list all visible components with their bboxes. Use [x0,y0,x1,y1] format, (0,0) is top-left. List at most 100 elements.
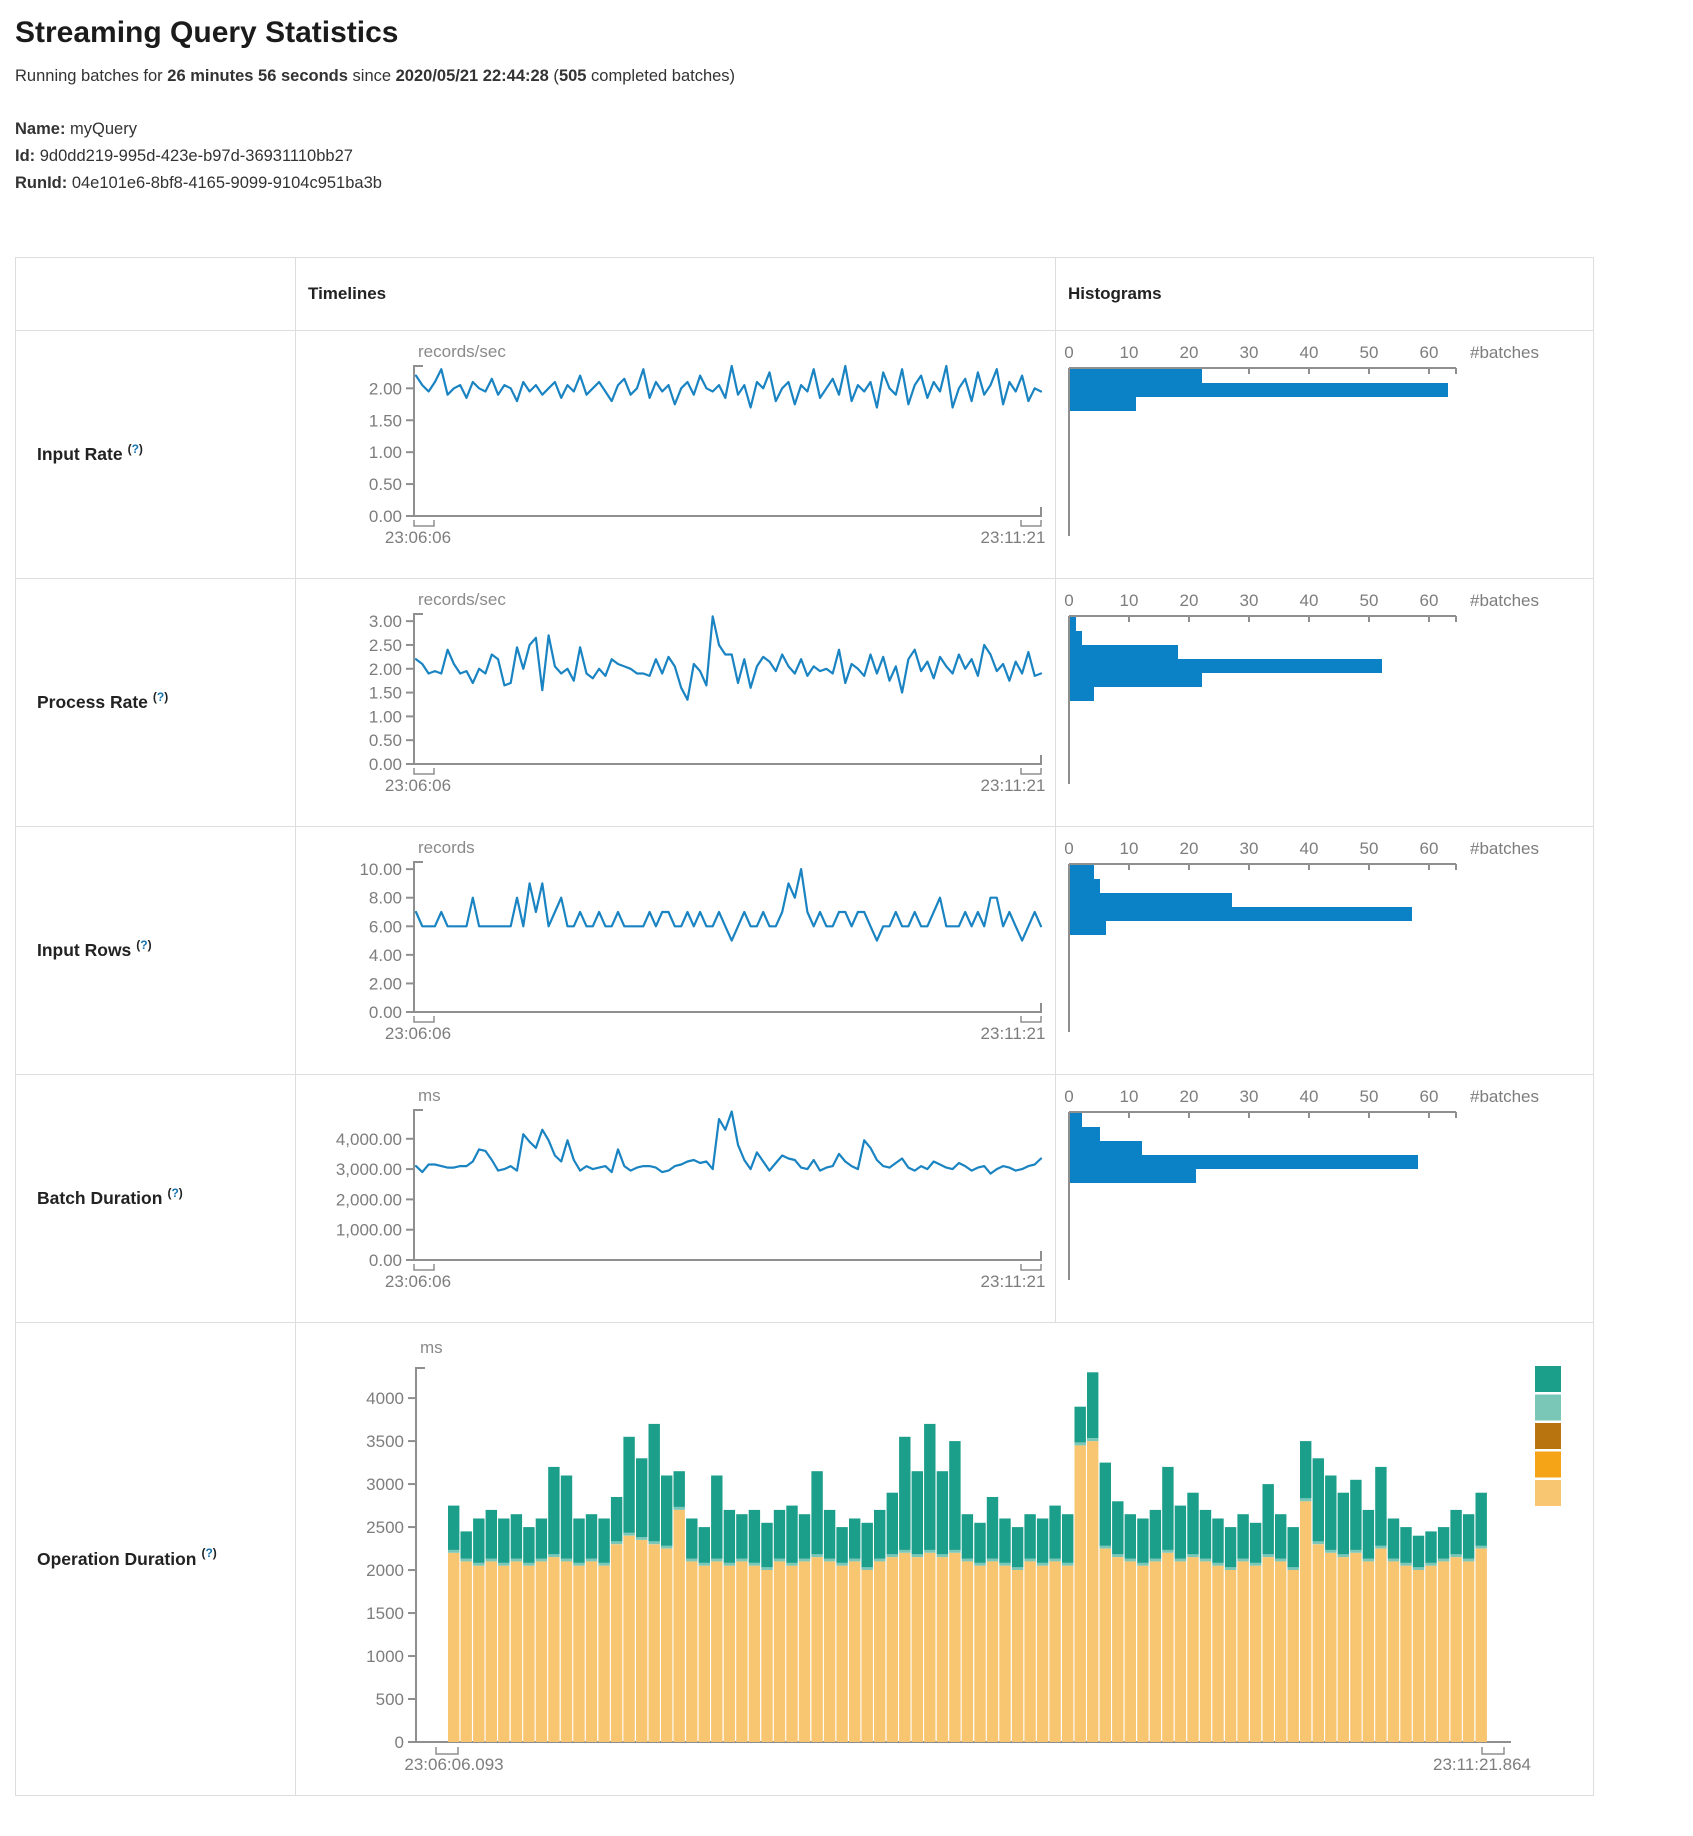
input-rate-timeline-cell: records/sec 0.00 0.50 1.00 1.50 2.00 23:06:06 2… [296,330,1056,578]
svg-text:23:06:06: 23:06:06 [385,1024,451,1043]
paren: ) [212,1546,217,1560]
svg-text:40: 40 [1300,1087,1319,1106]
row-label-input-rate: Input Rate (?) [16,330,296,578]
svg-text:2.00: 2.00 [369,379,402,398]
header-histograms: Histograms [1068,284,1162,303]
svg-text:0: 0 [1064,343,1073,362]
paren: ) [138,441,143,456]
id-value: 9d0dd219-995d-423e-b97d-36931110bb27 [35,147,353,165]
paren: ( [152,689,157,704]
input-rate-histogram-chart: 0 10 20 30 40 50 60 #batches [1064,343,1539,536]
svg-text:60: 60 [1420,839,1439,858]
svg-text:0: 0 [395,1733,404,1752]
svg-text:#batches: #batches [1470,1087,1539,1106]
row-label-input-rows: Input Rows (?) [16,826,296,1074]
svg-text:0.00: 0.00 [369,507,402,526]
legend-swatch-3 [1535,1451,1561,1478]
row-label-operation-duration: Operation Duration (?) [16,1322,296,1795]
svg-text:50: 50 [1360,839,1379,858]
svg-text:60: 60 [1420,1087,1439,1106]
svg-text:2.50: 2.50 [369,636,402,655]
svg-text:10: 10 [1120,839,1139,858]
svg-text:records: records [418,838,475,857]
svg-text:0.50: 0.50 [369,731,402,750]
process-rate-timeline-chart: records/sec 0.00 0.50 1.00 1.50 2.00 2.50 3.00 2… [369,590,1046,795]
process-rate-timeline-cell: records/sec 0.00 0.50 1.00 1.50 2.00 2.50 3.00 2… [296,578,1056,826]
paren: ) [164,689,169,704]
svg-text:20: 20 [1180,343,1199,362]
run-duration: 26 minutes 56 seconds [167,67,348,85]
query-name-line: Name: myQuery [15,116,1693,143]
runid-value: 04e101e6-8bf8-4165-9099-9104c951ba3b [67,174,382,192]
batch-duration-help-icon[interactable]: (?) [167,1186,182,1200]
row-label-process-rate: Process Rate (?) [16,578,296,826]
svg-text:60: 60 [1420,343,1439,362]
svg-text:2,000.00: 2,000.00 [336,1190,402,1209]
svg-text:0: 0 [1064,1087,1073,1106]
run-summary-mid: since [347,67,396,85]
name-value: myQuery [65,120,137,138]
svg-text:50: 50 [1360,591,1379,610]
svg-text:1,000.00: 1,000.00 [336,1221,402,1240]
legend-swatch-0 [1535,1366,1561,1392]
svg-text:23:11:21: 23:11:21 [981,528,1046,547]
input-rows-timeline-cell: records 0.00 2.00 4.00 6.00 8.00 10.00 23:06:06… [296,826,1056,1074]
header-empty-cell [16,258,296,330]
svg-text:3,000.00: 3,000.00 [336,1160,402,1179]
svg-text:23:11:21: 23:11:21 [981,1024,1046,1043]
svg-text:3.00: 3.00 [369,612,402,631]
batch-duration-histogram-cell: 0 10 20 30 40 50 60 #batches [1056,1074,1593,1322]
question-mark-icon: ? [131,441,139,456]
svg-text:#batches: #batches [1470,343,1539,362]
svg-text:2500: 2500 [366,1518,404,1537]
row-label-batch-duration: Batch Duration (?) [16,1074,296,1322]
svg-text:ms: ms [418,1086,441,1105]
svg-text:2.00: 2.00 [369,974,402,993]
legend-swatch-1 [1535,1394,1561,1421]
svg-text:23:06:06: 23:06:06 [385,528,451,547]
svg-text:10.00: 10.00 [359,860,402,879]
process-rate-help-icon[interactable]: (?) [153,690,168,704]
paren: ) [178,1185,183,1200]
svg-text:1.50: 1.50 [369,411,402,430]
question-mark-icon: ? [171,1185,179,1200]
completed-batch-count: 505 [558,67,587,85]
input-rate-help-icon[interactable]: (?) [128,442,143,456]
svg-text:500: 500 [376,1690,404,1709]
input-rows-label: Input Rows [37,940,132,960]
statistics-table: Timelines Histograms Input Rate (?) recor… [15,257,1594,1796]
svg-text:0.00: 0.00 [369,1003,402,1022]
svg-text:records/sec: records/sec [418,342,506,361]
svg-text:50: 50 [1360,343,1379,362]
svg-text:4000: 4000 [366,1389,404,1408]
paren: ( [201,1546,206,1560]
svg-text:23:06:06: 23:06:06 [385,776,451,795]
svg-text:40: 40 [1300,343,1319,362]
svg-text:23:06:06.093: 23:06:06.093 [404,1755,503,1774]
svg-text:1.50: 1.50 [369,684,402,703]
input-rows-timeline-chart: records 0.00 2.00 4.00 6.00 8.00 10.00 23:06:06… [359,838,1046,1043]
batch-duration-histogram-chart: 0 10 20 30 40 50 60 #batches [1064,1087,1539,1280]
question-mark-icon: ? [140,937,148,952]
question-mark-icon: ? [205,1546,213,1560]
svg-text:20: 20 [1180,591,1199,610]
svg-text:50: 50 [1360,1087,1379,1106]
svg-text:23:11:21: 23:11:21 [981,776,1046,795]
svg-text:60: 60 [1420,591,1439,610]
svg-text:0.00: 0.00 [369,1251,402,1270]
svg-text:1.00: 1.00 [369,707,402,726]
runid-label: RunId: [15,174,68,192]
input-rows-help-icon[interactable]: (?) [136,938,151,952]
svg-text:6.00: 6.00 [369,917,402,936]
operation-duration-help-icon[interactable]: (?) [201,1546,216,1560]
run-start-time: 2020/05/21 22:44:28 [395,67,549,85]
svg-text:2.00: 2.00 [369,660,402,679]
svg-text:0.00: 0.00 [369,755,402,774]
svg-text:20: 20 [1180,1087,1199,1106]
query-id-line: Id: 9d0dd219-995d-423e-b97d-36931110bb27 [15,143,1693,170]
svg-text:23:11:21.864: 23:11:21.864 [1433,1755,1531,1774]
svg-text:10: 10 [1120,343,1139,362]
process-rate-label: Process Rate [37,692,148,712]
svg-text:1000: 1000 [366,1647,404,1666]
svg-text:0: 0 [1064,591,1073,610]
